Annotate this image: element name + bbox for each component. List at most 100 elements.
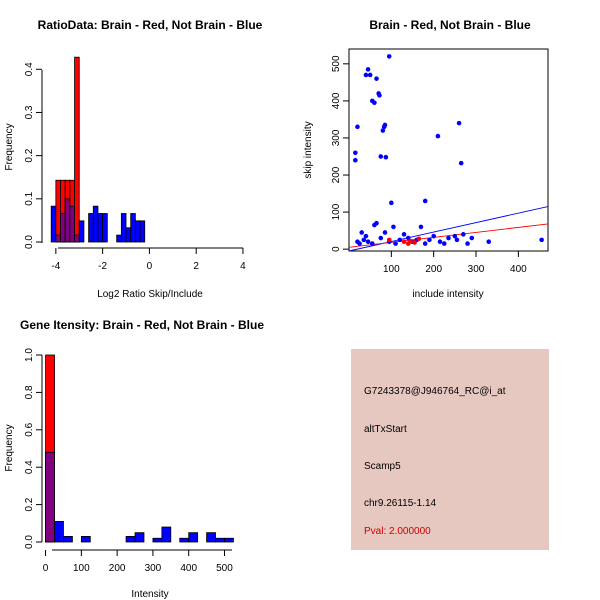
not-brain-bar [224,537,234,543]
not-brain-point [461,232,466,237]
not-brain-point [378,235,384,241]
p-value: Pval: 2.000000 [364,526,431,537]
not-brain-point [401,232,407,237]
gene-intensity-x-tick-label: 0 [43,563,49,574]
scatter-x-tick-label: 200 [425,264,442,275]
not-brain-point [539,237,544,243]
overlap-bar [64,198,71,243]
gene-intensity-y-tick-label: 0.4 [24,460,35,474]
brain-point [412,240,417,245]
scatter-x-label: include intensity [412,289,483,300]
not-brain-point [377,93,382,98]
not-brain-point [427,237,432,243]
not-brain-bar [134,220,141,243]
gene-intensity-title: Gene Itensity: Brain - Red, Not Brain - … [20,318,264,332]
not-brain-point [393,241,398,246]
overlap-bar [74,234,80,243]
gene-name: Scamp5 [364,461,401,472]
gene-intensity-y-label: Frequency [4,424,15,471]
not-brain-point [374,220,379,226]
not-brain-point [361,237,367,243]
not-brain-point [353,157,358,163]
ratio-histogram-y-tick-label: 0.4 [24,62,35,76]
not-brain-bar [50,205,57,243]
gene-intensity-x-label: Intensity [131,589,168,600]
not-brain-point [435,133,441,139]
brain-fit-line [348,223,549,248]
gene-intensity-x-tick-label: 300 [145,563,162,574]
ratio-histogram-y-tick-label: 0.3 [24,105,35,119]
not-brain-point [383,154,389,160]
not-brain-point [353,150,358,156]
not-brain-point [374,76,379,81]
not-brain-bar [125,227,132,243]
not-brain-point [363,72,369,78]
ratio-histogram-y-label: Frequency [4,123,15,170]
ratio-histogram-y-tick-label: 0.0 [24,235,35,249]
not-brain-point [363,233,369,239]
not-brain-point [431,233,436,239]
not-brain-point [446,235,451,241]
brain-bar [55,179,61,243]
scatter-y-tick-label: 400 [331,92,342,109]
gene-intensity-y-tick-label: 0.8 [24,385,35,399]
gene-intensity-x-tick-label: 400 [180,563,197,574]
not-brain-point [355,124,360,130]
ratio-histogram-y-tick-label: 0.1 [24,191,35,205]
not-brain-bar [215,537,225,543]
not-brain-point [369,241,375,246]
not-brain-point [469,235,475,241]
not-brain-bar [92,205,99,243]
overlap-bar [55,234,61,243]
intensity-scatter: Brain - Red, Not Brain - Blue 100 200 300 4… [303,18,549,300]
ratio-histogram-x-tick-label: 4 [240,261,246,272]
not-brain-point [422,241,428,246]
not-brain-point [456,120,462,126]
event-type: altTxStart [364,424,407,435]
scatter-title: Brain - Red, Not Brain - Blue [369,18,531,32]
scatter-x-tick-label: 400 [510,264,527,275]
info-panel: G7243378@J946764_RC@i_at altTxStart Scam… [351,349,549,550]
not-brain-bar [179,537,190,543]
not-brain-point [386,54,392,59]
not-brain-point [380,128,386,133]
scatter-y-label: skip intensity [303,121,314,178]
not-brain-point [357,241,362,246]
not-brain-point [458,160,464,166]
ratio-histogram-y-tick-label: 0.2 [24,148,35,162]
gene-intensity-y-tick-label: 0.0 [24,535,35,549]
not-brain-bar [102,213,108,243]
not-brain-bar [161,526,172,543]
not-brain-bar [78,220,85,243]
not-brain-bar [134,532,145,543]
not-brain-point [378,154,384,159]
scatter-y-tick-label: 100 [331,203,342,220]
ratio-histogram-x-tick-label: -4 [51,261,60,272]
not-brain-bar [125,535,136,543]
genomic-location: chr9.26115-1.14 [364,498,437,509]
not-brain-point [418,224,424,230]
ratio-histogram-x-tick-label: -2 [98,261,107,272]
not-brain-point [359,230,365,235]
gene-intensity-histogram: Gene Itensity: Brain - Red, Not Brain - … [4,318,264,600]
ratio-histogram: RatioData: Brain - Red, Not Brain - Blue… [4,18,263,300]
gene-intensity-x-tick-label: 100 [73,563,90,574]
not-brain-point [452,233,458,239]
not-brain-point [454,237,460,243]
not-brain-point [367,72,373,78]
not-brain-bar [206,532,216,543]
not-brain-bar [130,213,136,243]
scatter-y-tick-label: 0 [331,246,342,252]
gene-intensity-y-tick-label: 1.0 [24,348,35,362]
ratio-histogram-title: RatioData: Brain - Red, Not Brain - Blue [38,18,263,32]
ratio-histogram-x-tick-label: 0 [147,261,153,272]
scatter-y-tick-label: 200 [331,166,342,183]
not-brain-bar [97,213,104,243]
not-brain-bar [88,213,94,243]
gene-intensity-x-tick-label: 200 [109,563,126,574]
probe-id: G7243378@J946764_RC@i_at [364,386,506,397]
not-brain-point [391,224,396,230]
scatter-y-tick-label: 500 [331,55,342,72]
not-brain-point [441,241,447,246]
gene-intensity-x-tick-label: 500 [216,563,233,574]
